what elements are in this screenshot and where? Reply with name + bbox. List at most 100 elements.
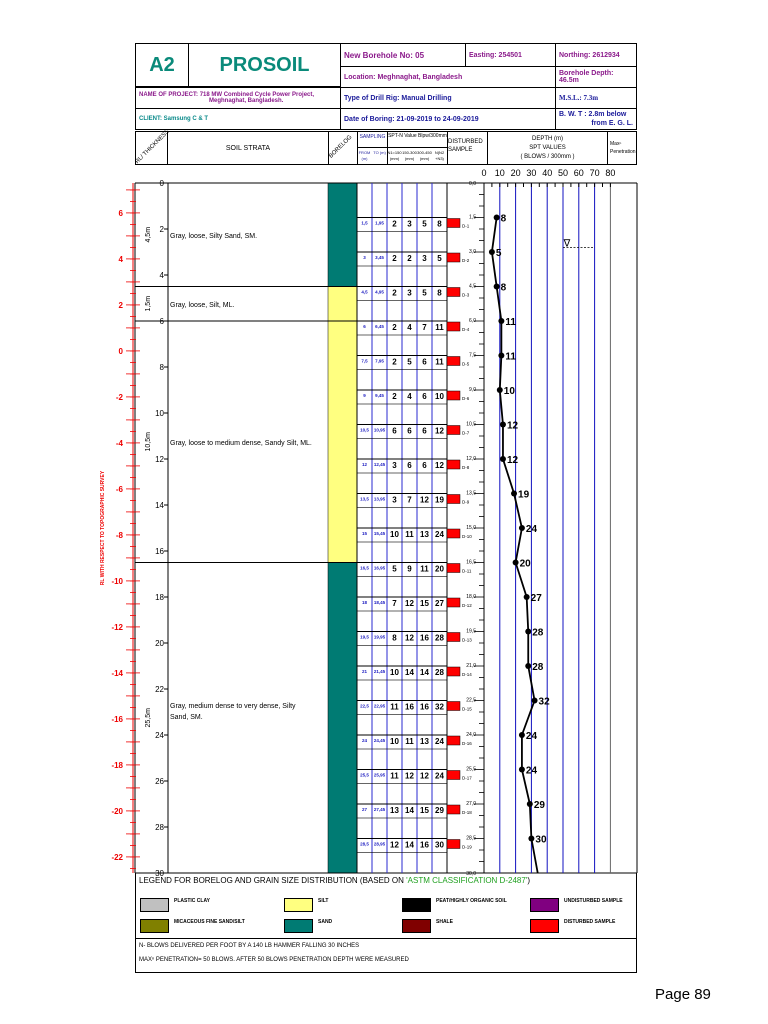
- layer-description: Sand, SM.: [170, 714, 203, 721]
- depth-label: 30,0: [466, 871, 476, 877]
- spt-n: 11: [435, 323, 444, 332]
- sample-to: 12,45: [374, 462, 386, 467]
- spt-n1: 2: [392, 289, 397, 298]
- depth-tick-label: 14: [155, 501, 164, 510]
- spt-n1: 5: [392, 565, 397, 574]
- rl-tick-label: -4: [116, 439, 124, 448]
- spt-n3: 5: [422, 220, 427, 229]
- spt-n1: 3: [392, 461, 397, 470]
- legend-swatch: [284, 898, 313, 912]
- sample-id: D-2: [462, 258, 470, 263]
- sample-id: D-3: [462, 293, 470, 298]
- legend-item: SHALE: [402, 919, 453, 933]
- spt-point: [525, 663, 532, 669]
- depth-tick-label: 4: [160, 271, 165, 280]
- spt-point: [511, 490, 518, 497]
- layer-description: Gray, loose, Silty Sand, SM.: [170, 233, 257, 240]
- spt-n3: 5: [422, 289, 427, 298]
- spt-n3: 16: [420, 703, 429, 712]
- sample-from: 7,5: [361, 359, 368, 364]
- sample-to: 15,45: [374, 531, 386, 536]
- spt-point: [528, 835, 535, 842]
- disturbed-sample-marker: [446, 804, 461, 815]
- disturbed-sample-marker: [446, 252, 461, 263]
- sample-from: 28,5: [360, 842, 369, 847]
- spt-point-label: 30: [535, 835, 547, 846]
- spt-point-label: 24: [526, 524, 538, 535]
- sample-to: 16,95: [374, 566, 386, 571]
- rl-tick-label: -12: [111, 623, 123, 632]
- spt-point: [493, 214, 500, 221]
- blows-header: ( BLOWS / 300mm ): [520, 154, 575, 160]
- legend-label: SAND: [318, 919, 333, 925]
- spt-header: SPT-N Value Blpw/300mm: [388, 133, 447, 139]
- depth-tick-label: 26: [155, 777, 164, 786]
- depth-label: 6,0: [469, 318, 476, 324]
- depth-tick-label: 28: [155, 823, 164, 832]
- sample-to: 1,95: [375, 221, 384, 226]
- spt-n3: 6: [422, 427, 427, 436]
- spt-point: [523, 594, 530, 600]
- sample-id: D-10: [462, 534, 472, 539]
- spt-n: 5: [437, 254, 442, 263]
- layer-description: Gray, loose to medium dense, Sandy Silt,…: [170, 440, 312, 447]
- sample-from: 9: [363, 393, 366, 398]
- note-1: N- BLOWS DELIVERED PER FOOT BY A 140 LB …: [139, 943, 360, 949]
- layer-thickness: 25,5m: [145, 708, 152, 728]
- spt-n: 19: [435, 496, 444, 505]
- layer-thickness: 10,5m: [145, 432, 152, 452]
- sample-id: D-9: [462, 500, 470, 505]
- spt-n1: 2: [392, 323, 397, 332]
- sample-from: 16,5: [360, 566, 369, 571]
- spt-point: [499, 456, 506, 462]
- rl-tick-label: -2: [116, 393, 124, 402]
- spt-n1: 2: [392, 254, 397, 263]
- spt-n2: 14: [405, 841, 414, 850]
- spt-n2: 7: [407, 496, 412, 505]
- legend-swatch: [402, 898, 431, 912]
- bwt-1: B. W. T : 2.8m below: [559, 111, 627, 118]
- depth-tick-label: 20: [155, 639, 164, 648]
- rl-axis-title: RL WITH RESPECT TO TOPOGRAPHIC SURVEY: [100, 470, 106, 585]
- bwt-2: from E. G. L.: [591, 120, 633, 127]
- depth-tick-label: 0: [160, 179, 165, 188]
- spt-n: 8: [437, 289, 442, 298]
- spt-n: 24: [435, 772, 444, 781]
- disturbed-sample-marker: [446, 321, 461, 332]
- spt-point-label: 11: [505, 352, 516, 363]
- sample-from: 22,5: [360, 704, 369, 709]
- sample-to: 4,95: [375, 290, 384, 295]
- spt-scale-label: 40: [542, 168, 552, 178]
- spt-n: 12: [435, 427, 444, 436]
- sample-from: 18: [362, 600, 368, 605]
- spt-point-label: 11: [505, 317, 516, 328]
- sample-from: 10,5: [360, 428, 369, 433]
- spt-n3: 6: [422, 392, 427, 401]
- rl-tick-label: -8: [116, 531, 124, 540]
- spt-n: 28: [435, 634, 444, 643]
- spt-n3: 16: [420, 634, 429, 643]
- sample-to: 24,45: [374, 738, 386, 743]
- spt-point: [518, 766, 525, 773]
- spt-point: [498, 352, 505, 359]
- sample-to: 19,95: [374, 635, 386, 640]
- spt-n3: 13: [420, 530, 429, 539]
- sample-to: 3,45: [375, 255, 384, 260]
- spt-point: [518, 525, 525, 531]
- borelog-layer-silt: [327, 286, 358, 322]
- spt-n1: 10: [390, 737, 399, 746]
- spt-point: [525, 628, 532, 635]
- legend-item: DISTURBED SAMPLE: [530, 919, 615, 933]
- depth-label: 28,5: [466, 836, 476, 842]
- spt-n1: 6: [392, 427, 397, 436]
- disturbed-sample-marker: [446, 356, 461, 366]
- spt-n3: 14: [420, 668, 429, 677]
- sample-id: D-18: [462, 810, 472, 815]
- sample-id: D-13: [462, 638, 472, 643]
- spt-point: [531, 697, 538, 704]
- spt-n: 11: [435, 358, 444, 367]
- n3-header: 300-450 (mm): [417, 150, 432, 161]
- rl-tick-label: -6: [116, 485, 124, 494]
- sample-from: 3: [363, 255, 366, 260]
